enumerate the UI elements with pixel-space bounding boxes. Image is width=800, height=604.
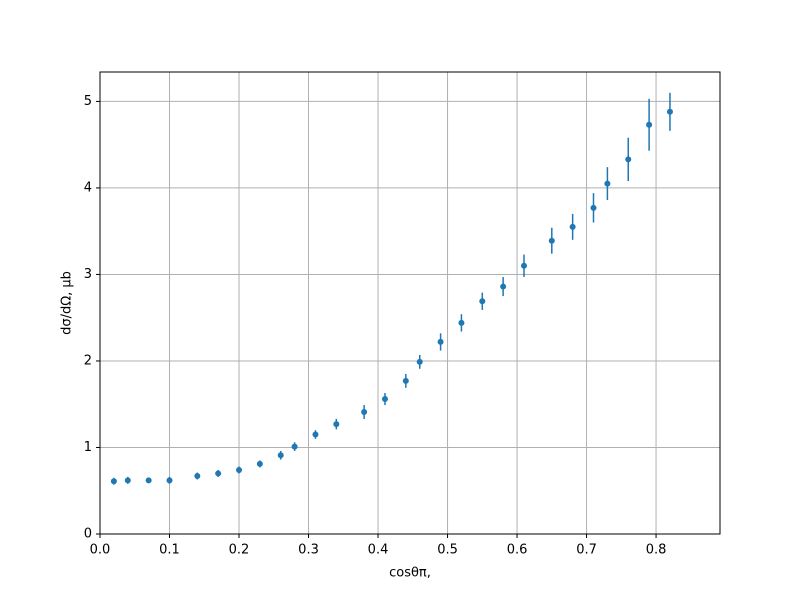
data-point <box>145 477 152 484</box>
data-point <box>277 452 284 459</box>
data-point <box>520 262 527 269</box>
data-point <box>194 473 201 480</box>
data-point <box>437 338 444 345</box>
data-point <box>124 477 131 484</box>
x-axis-label: cosθπ, <box>389 566 431 581</box>
data-point <box>548 237 555 244</box>
x-tick-label: 0.7 <box>576 543 597 558</box>
y-tick-label: 3 <box>84 267 92 282</box>
x-tick-label: 0.6 <box>507 543 528 558</box>
data-point <box>625 156 632 163</box>
data-point <box>458 319 465 326</box>
data-point <box>381 396 388 403</box>
x-tick-label: 0.3 <box>298 543 319 558</box>
data-point <box>666 108 673 115</box>
y-tick-label: 1 <box>84 440 92 455</box>
x-tick-label: 0.0 <box>90 543 111 558</box>
data-point <box>569 223 576 230</box>
y-tick-label: 4 <box>84 180 92 195</box>
data-point <box>166 477 173 484</box>
data-point <box>402 377 409 384</box>
data-point <box>416 358 423 365</box>
data-point <box>479 298 486 305</box>
plot-frame <box>99 71 721 535</box>
y-axis-label: dσ/dΩ, μb <box>60 271 75 335</box>
data-point <box>256 460 263 467</box>
x-tick-label: 0.4 <box>368 543 389 558</box>
data-point <box>500 283 507 290</box>
y-tick-label: 5 <box>84 94 92 109</box>
data-point <box>312 431 319 438</box>
y-tick-label: 0 <box>84 527 92 542</box>
data-point <box>361 409 368 416</box>
data-point <box>590 204 597 211</box>
x-tick-label: 0.8 <box>646 543 667 558</box>
x-tick-label: 0.2 <box>229 543 250 558</box>
data-point <box>110 478 117 485</box>
y-tick-label: 2 <box>84 353 92 368</box>
data-point <box>215 470 222 477</box>
data-point <box>291 443 298 450</box>
data-point <box>236 466 243 473</box>
data-point <box>646 121 653 128</box>
data-point <box>333 421 340 428</box>
x-tick-label: 0.1 <box>159 543 180 558</box>
x-tick-label: 0.5 <box>437 543 458 558</box>
data-point <box>604 180 611 187</box>
